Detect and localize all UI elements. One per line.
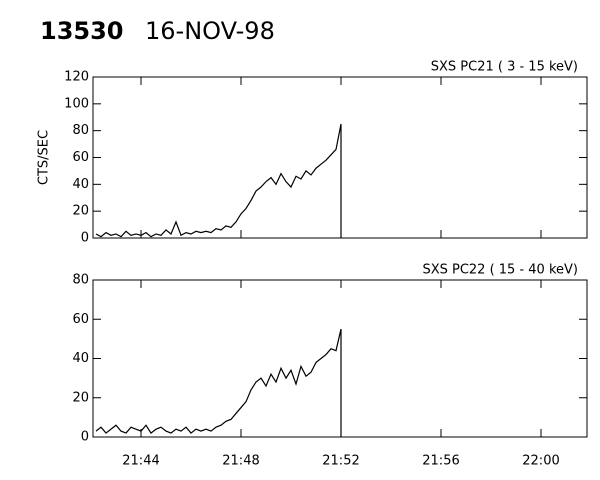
y-tick-label: 40: [72, 351, 89, 366]
x-tick-label: 21:56: [422, 454, 459, 469]
y-tick-label: 20: [72, 390, 89, 405]
data-line: [95, 123, 342, 238]
data-line: [95, 328, 342, 437]
y-axis-label: CTS/SEC: [37, 130, 52, 185]
x-tick-label: 21:48: [222, 454, 259, 469]
x-tick-label: 21:44: [122, 454, 159, 469]
header-id: 13530: [40, 17, 124, 45]
x-tick-label: 22:00: [522, 454, 559, 469]
y-tick-label: 40: [72, 177, 89, 192]
y-tick-label: 100: [64, 96, 89, 111]
y-tick-label: 0: [81, 231, 89, 246]
y-tick-label: 20: [72, 204, 89, 219]
panel-title: SXS PC21 ( 3 - 15 keV): [431, 60, 578, 75]
y-tick-label: 80: [72, 123, 89, 138]
panel-title: SXS PC22 ( 15 - 40 keV): [422, 263, 578, 278]
plot-frame: [92, 76, 588, 239]
x-tick-label: 21:52: [322, 454, 359, 469]
y-tick-label: 60: [72, 312, 89, 327]
y-tick-label: 0: [81, 430, 89, 445]
y-tick-label: 120: [64, 70, 89, 85]
header-date: 16-NOV-98: [145, 17, 275, 45]
plot-frame: [92, 279, 588, 438]
y-tick-label: 80: [72, 273, 89, 288]
y-tick-label: 60: [72, 150, 89, 165]
